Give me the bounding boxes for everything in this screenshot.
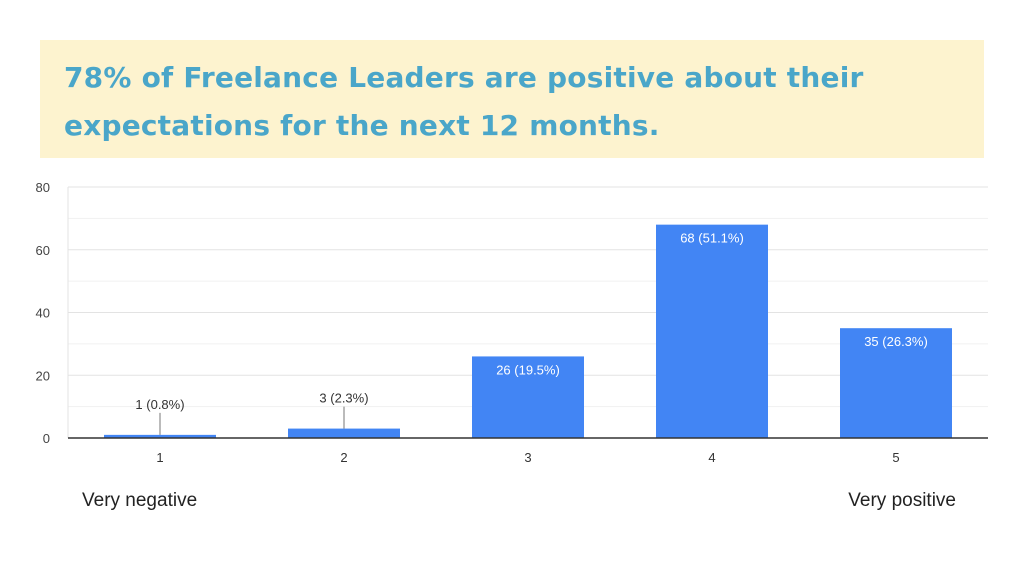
bar-data-label: 35 (26.3%)	[864, 334, 928, 349]
bar-data-label: 3 (2.3%)	[319, 391, 368, 406]
headline-banner: 78% of Freelance Leaders are positive ab…	[40, 40, 984, 158]
x-tick-label: 1	[156, 450, 163, 465]
y-tick-label: 0	[43, 431, 50, 446]
bar	[472, 356, 584, 438]
bar	[840, 328, 952, 438]
y-tick-label: 40	[36, 306, 50, 321]
bar-data-label: 68 (51.1%)	[680, 231, 744, 246]
bar	[288, 428, 400, 438]
bar-data-label: 26 (19.5%)	[496, 362, 560, 377]
headline-line-1: 78% of Freelance Leaders are positive ab…	[64, 61, 864, 94]
scale-label-low: Very negative	[82, 490, 198, 511]
y-tick-label: 20	[36, 368, 50, 383]
scale-label-high: Very positive	[848, 490, 956, 511]
x-tick-label: 3	[524, 450, 531, 465]
x-tick-label: 4	[708, 450, 715, 465]
bar-data-label: 1 (0.8%)	[135, 397, 184, 412]
x-tick-label: 5	[892, 450, 899, 465]
bar	[104, 434, 216, 438]
headline-line-2: expectations for the next 12 months.	[64, 109, 660, 142]
bar-chart: 0 20 40 60 80 1 (0.8%) 1 3 (2.3%) 2 26 (19.5%) 3 68…	[36, 180, 988, 465]
y-tick-label: 80	[36, 180, 50, 195]
x-tick-label: 2	[340, 450, 347, 465]
y-tick-label: 60	[36, 243, 50, 258]
bar	[656, 224, 768, 438]
